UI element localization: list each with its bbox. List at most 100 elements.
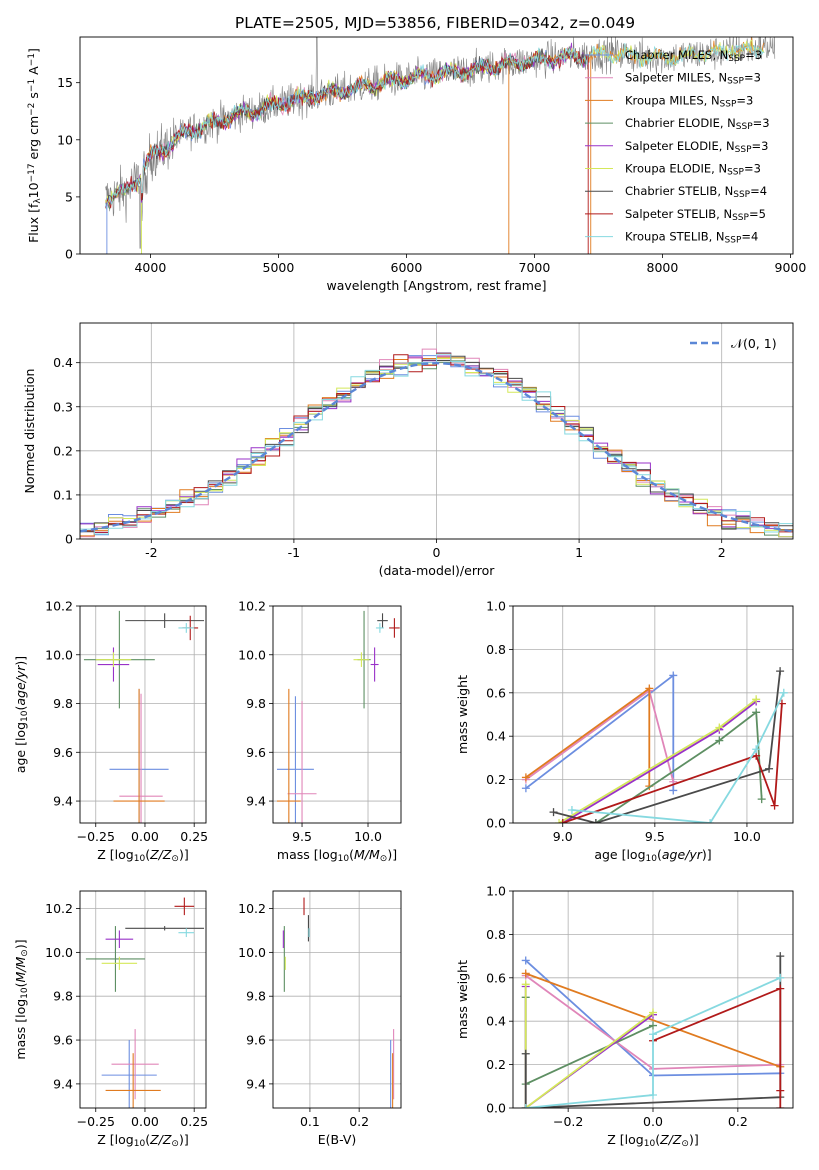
y-tick-label: 9.4 — [246, 1076, 266, 1091]
weight-line — [525, 972, 781, 1068]
x-tick-label: 10.0 — [733, 829, 761, 844]
spectrum-model-kroupa-stelib — [105, 42, 765, 210]
weight-marker — [776, 1086, 785, 1095]
errorbar-kroupa-stelib — [375, 623, 384, 633]
errorbar-chabrier-stelib — [125, 613, 205, 628]
x-axis-label: wavelength [Angstrom, rest frame] — [326, 278, 546, 293]
weight-marker — [645, 684, 654, 693]
weight-marker — [549, 808, 558, 817]
axes-border — [512, 605, 794, 824]
y-axis-label: Flux [fλ10−17 erg cm−2 s−1 A−1] — [26, 48, 43, 243]
weight-series-salpeter-stelib — [558, 699, 786, 823]
x-tick-label: 9000 — [775, 260, 807, 275]
weight-line — [525, 976, 781, 1108]
weight-marker — [752, 695, 761, 704]
y-tick-label: 9.8 — [246, 989, 266, 1004]
weight-marker — [776, 952, 785, 961]
legend-label-salpeter-elodie: Salpeter ELODIE, NSSP=3 — [625, 139, 768, 155]
axes-border — [79, 890, 207, 1109]
y-tick-label: 0.6 — [486, 970, 506, 985]
x-tick-label: 0.00 — [131, 829, 159, 844]
weight-series-chabrier-miles — [521, 671, 678, 795]
weight-series-chabrier-stelib — [549, 667, 785, 823]
weight-series-kroupa-elodie — [555, 695, 761, 823]
axes-frame: 9.0 9.5 10.0 0.0 0.2 0.4 0.6 0.8 1.0 age [log10(a… — [455, 599, 794, 864]
axes-border — [272, 890, 402, 1109]
x-tick-label: 0.25 — [180, 829, 208, 844]
axes-frame: 0.1 0.2 9.4 9.6 9.8 10.0 10.2 E(B-V) — [238, 890, 402, 1147]
errorbar-kroupa-elodie — [101, 956, 138, 970]
errorbar-salpeter-elodie — [105, 930, 134, 948]
y-tick-label: 0.6 — [486, 685, 506, 700]
weight-line — [524, 997, 654, 1086]
weight-marker — [591, 819, 600, 823]
plot-area — [282, 897, 395, 1108]
y-tick-label: 10.0 — [238, 647, 266, 662]
axes-frame: −0.25 0.00 0.25 9.4 9.6 9.8 10.0 10.2 Z [log10(Z… — [13, 890, 208, 1149]
weight-marker — [776, 973, 785, 982]
weight-marker — [669, 671, 678, 680]
weight-marker — [776, 667, 785, 676]
y-tick-label: 0 — [65, 247, 73, 262]
errorbar-salpeter-stelib — [389, 618, 400, 638]
y-tick-label: 5 — [65, 189, 73, 204]
grid — [513, 605, 793, 824]
weight-marker — [752, 708, 761, 717]
errorbar-kroupa-elodie — [353, 652, 370, 667]
y-tick-label: 0.0 — [486, 1101, 506, 1116]
weight-marker — [558, 819, 567, 823]
x-tick-label: 0.2 — [728, 1114, 748, 1129]
errorbar-kroupa-miles — [276, 688, 301, 823]
weight-line — [652, 987, 782, 1108]
x-axis-label: (data-model)/error — [379, 563, 496, 578]
y-tick-label: 10 — [57, 132, 73, 147]
weight-series-kroupa-miles — [521, 684, 654, 791]
hist-legend: 𝒩(0, 1) — [690, 336, 777, 351]
weight-line — [571, 692, 785, 823]
y-tick-label: 9.8 — [53, 989, 73, 1004]
y-axis-label: mass weight — [455, 675, 470, 754]
plot-area — [80, 348, 793, 538]
weight-series-kroupa-elodie — [521, 980, 657, 1108]
y-tick-label: 0.1 — [53, 487, 73, 502]
panel-weight_vs_Z: −0.2 0.0 0.2 0.0 0.2 0.4 0.6 0.8 1.0 Z [log10(Z/Z… — [455, 884, 794, 1149]
weight-marker — [521, 1104, 530, 1108]
errorbar-kroupa-elodie — [95, 652, 132, 667]
errorbar-kroupa-stelib — [178, 623, 195, 633]
y-tick-label: 9.4 — [246, 794, 266, 809]
legend-label-salpeter-miles: Salpeter MILES, NSSP=3 — [625, 71, 761, 87]
weight-line — [562, 703, 783, 823]
plot-area — [85, 897, 205, 1108]
errorbar-salpeter-miles — [287, 701, 317, 823]
weight-series-salpeter-elodie — [521, 982, 657, 1108]
x-tick-label: 6000 — [391, 260, 423, 275]
x-tick-label: −0.2 — [553, 1114, 583, 1129]
axes-frame: 9.5 10.0 9.4 9.6 9.8 10.0 10.2 mass [log10(M/M⊙… — [238, 599, 402, 864]
weight-line — [524, 986, 654, 1108]
x-tick-label: 0 — [433, 545, 441, 560]
axes-border — [79, 605, 207, 824]
weight-marker — [567, 805, 576, 814]
weight-series-chabrier-elodie — [591, 708, 766, 823]
panel-age_vs_Z: −0.25 0.00 0.25 9.4 9.6 9.8 10.0 10.2 Z [log10(Z… — [13, 599, 208, 865]
spectrum-legend: Chabrier MILES, NSSP=3 Salpeter MILES, NS… — [585, 48, 770, 246]
y-tick-label: 10.2 — [238, 901, 266, 916]
y-axis-label: Normed distribution — [22, 369, 37, 494]
y-tick-label: 9.8 — [53, 696, 73, 711]
errorbar-kroupa-miles — [113, 688, 165, 823]
y-tick-label: 10.2 — [238, 599, 266, 614]
weight-marker — [649, 1090, 657, 1099]
y-tick-label: 9.8 — [246, 696, 266, 711]
plot-area — [521, 667, 788, 823]
axes-frame: −0.25 0.00 0.25 9.4 9.6 9.8 10.0 10.2 Z [log10(Z… — [13, 599, 208, 865]
y-tick-label: 1.0 — [486, 884, 506, 899]
y-axis-label: age [log10(age/yr)] — [13, 656, 30, 773]
errorbar-kroupa-stelib — [178, 928, 195, 938]
legend-label-normal: 𝒩(0, 1) — [731, 336, 777, 351]
x-axis-label: E(B-V) — [318, 1132, 357, 1147]
x-axis-label: mass [log10(M/M⊙)] — [277, 847, 397, 864]
errorbar-kroupa-miles — [105, 1053, 161, 1108]
weight-marker — [521, 773, 530, 782]
errorbar-chabrier-stelib — [377, 613, 388, 628]
